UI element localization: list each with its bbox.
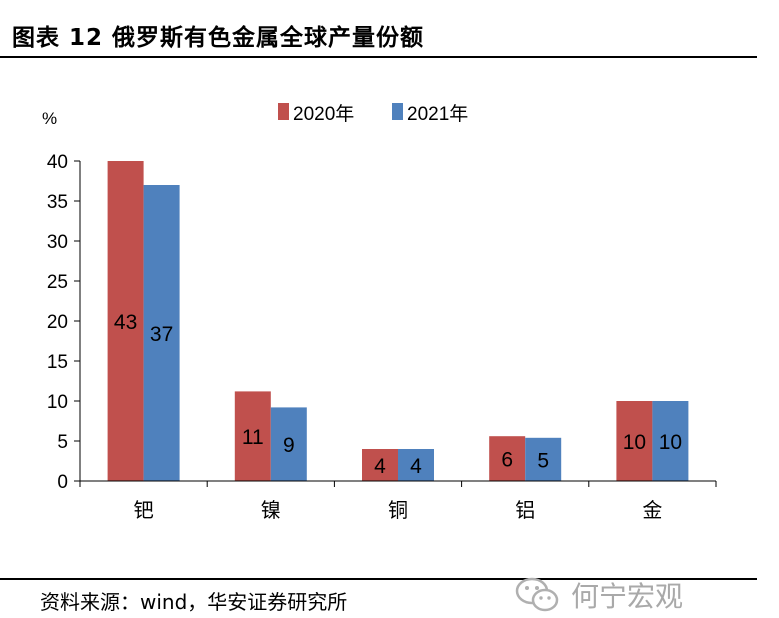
bar-series1	[362, 449, 398, 481]
bar-series2	[143, 185, 180, 481]
x-category-label: 铝	[515, 499, 535, 522]
legend-swatch	[392, 103, 403, 120]
bar-data-label: 4	[374, 455, 386, 478]
y-tick-label: 40	[47, 152, 68, 173]
x-category-label: 镍	[261, 499, 281, 522]
bar-series1	[616, 401, 653, 481]
source-note: 资料来源：wind，华安证券研究所	[40, 590, 348, 614]
bar-data-label: 6	[501, 449, 513, 472]
top-divider	[0, 56, 757, 58]
y-tick-label: 30	[47, 232, 68, 253]
bar-data-label: 10	[623, 431, 646, 454]
bar-data-label: 4	[410, 455, 422, 478]
y-tick-label: 10	[47, 392, 68, 413]
y-tick-label: 0	[57, 472, 68, 493]
bar-series2	[652, 401, 689, 481]
x-category-label: 金	[642, 499, 662, 522]
x-category-label: 铜	[388, 499, 408, 522]
bar-series2	[270, 407, 307, 481]
bar-series1	[489, 436, 526, 481]
watermark: 何宁宏观	[515, 575, 683, 615]
bar-series1	[234, 391, 271, 481]
bar-data-label: 5	[537, 449, 549, 472]
bottom-divider	[0, 578, 757, 580]
wechat-icon	[515, 576, 561, 614]
watermark-text: 何宁宏观	[571, 580, 684, 613]
bar-series2	[398, 449, 434, 481]
x-category-label: 钯	[134, 499, 154, 522]
legend-label: 2020年	[293, 103, 354, 125]
y-axis-unit-label: %	[42, 109, 57, 128]
bar-data-label: 43	[114, 311, 137, 334]
y-tick-label: 5	[57, 432, 68, 453]
legend-label: 2021年	[407, 103, 468, 125]
figure-title: 图表 12 俄罗斯有色金属全球产量份额	[12, 25, 425, 51]
bar-chart: % 0 5 10 15 20 25 30 35 40 43 37 钯 11 9 镍 4 4铜 6 5 铝 10 10 金 202…	[42, 103, 717, 522]
bar-data-label: 10	[659, 431, 682, 454]
bar-data-label: 9	[283, 434, 295, 457]
bar-data-label: 11	[242, 426, 264, 449]
bar-series1	[107, 161, 144, 481]
bar-series2	[525, 437, 562, 481]
y-tick-label: 15	[47, 352, 68, 373]
legend-swatch	[278, 103, 289, 120]
y-tick-label: 25	[47, 272, 68, 293]
y-tick-label: 20	[47, 312, 68, 333]
bar-data-label: 37	[150, 323, 173, 346]
y-tick-label: 35	[47, 192, 68, 213]
